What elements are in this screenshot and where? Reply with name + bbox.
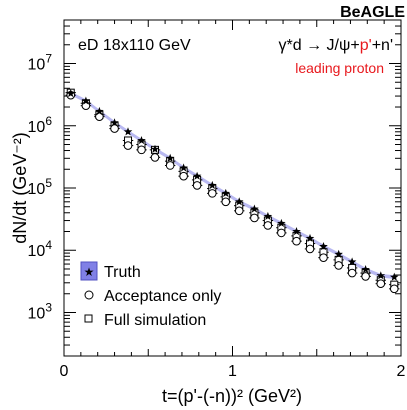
acceptance-point (123, 141, 133, 150)
acceptance-point (95, 112, 104, 121)
y-tick-label: 103 (28, 300, 53, 322)
y-tick-label: 105 (28, 176, 53, 198)
truth-point (192, 171, 202, 180)
truth-point (123, 127, 133, 136)
truth-point (319, 242, 328, 251)
acceptance-point (292, 236, 301, 246)
y-tick-base: 10 (28, 305, 46, 322)
x-axis: 0 1 2 (60, 20, 406, 380)
x-axis-title: t=(p'-(-n))² (GeV²) (162, 386, 302, 406)
truth-point (347, 257, 357, 266)
acceptance-point (277, 228, 286, 238)
truth-point (66, 89, 75, 98)
truth-point (361, 265, 370, 274)
y-tick-exponent: 3 (45, 300, 52, 314)
truth-point (390, 272, 399, 281)
x-tick-label: 2 (397, 363, 406, 380)
legend-truth-label: Truth (104, 264, 141, 281)
truth-point (334, 249, 343, 258)
truth-point (235, 197, 244, 206)
legend: ★ Truth Acceptance only Full simulation (80, 261, 221, 329)
y-tick-label: 107 (28, 52, 53, 74)
truth-point (292, 227, 301, 236)
truth-point (110, 118, 119, 127)
acceptance-point (361, 272, 370, 281)
truth-point (150, 144, 160, 153)
truth-point (95, 106, 104, 116)
acceptance-point (150, 153, 160, 162)
truth-point (165, 153, 175, 162)
process-label-highlight: p' (360, 37, 372, 54)
y-tick-exponent: 5 (45, 176, 52, 190)
y-axis-title: dN/dt (GeV⁻²) (10, 132, 30, 244)
truth-point (376, 271, 386, 280)
x-tick-label: 0 (60, 363, 69, 380)
acceptance-point (319, 253, 328, 262)
acceptance-point (234, 206, 244, 216)
truth-point (208, 180, 217, 190)
truth-band-area (70, 91, 395, 279)
data-markers (65, 88, 400, 294)
selection-label: leading proton (295, 60, 384, 76)
x-tick-label: 1 (228, 363, 237, 380)
acceptance-point (250, 213, 259, 223)
truth-point (250, 204, 259, 213)
acceptance-point (192, 181, 202, 190)
beam-energy-label: eD 18x110 GeV (78, 37, 191, 54)
legend-truth-swatch (80, 261, 98, 281)
truth-point (137, 136, 146, 145)
y-tick-exponent: 4 (45, 238, 52, 252)
acceptance-point (137, 145, 146, 155)
y-tick-base: 10 (28, 57, 46, 74)
acceptance-point (110, 124, 119, 133)
y-tick-base: 10 (28, 243, 46, 260)
process-label-after: +n' (372, 37, 393, 54)
truth-point (179, 163, 188, 172)
acceptance-point (305, 244, 315, 254)
acceptance-point (165, 161, 175, 170)
x-axis-label: t=(p'-(-n))² (GeV²) (162, 386, 302, 406)
y-tick-base: 10 (28, 181, 46, 198)
legend-acceptance-marker (84, 290, 94, 300)
legend-acceptance-label: Acceptance only (104, 288, 221, 305)
truth-point (305, 233, 315, 242)
truth-point (81, 96, 91, 105)
y-tick-label: 106 (28, 114, 53, 136)
y-tick-label: 104 (28, 238, 53, 260)
y-tick-base: 10 (28, 119, 46, 136)
acceptance-point (376, 279, 386, 289)
beagle-logo: BeAGLE (340, 4, 405, 21)
truth-point (221, 188, 230, 197)
truth-point (263, 211, 273, 220)
acceptance-point (221, 197, 231, 207)
truth-error-band (70, 91, 395, 279)
acceptance-point (263, 221, 273, 230)
legend-truth-marker: ★ (84, 265, 95, 279)
y-axis-label: dN/dt (GeV⁻²) (10, 132, 30, 244)
process-label: γ*d → J/ψ+p'+n' (279, 37, 393, 54)
y-tick-exponent: 7 (45, 52, 52, 66)
truth-point (277, 218, 286, 227)
process-label-before: γ*d → J/ψ+ (279, 37, 360, 54)
legend-fullsim-label: Full simulation (104, 312, 206, 329)
acceptance-point (207, 189, 217, 198)
y-tick-exponent: 6 (45, 114, 52, 128)
acceptance-point (179, 171, 188, 181)
acceptance-point (389, 284, 399, 294)
acceptance-point (81, 101, 91, 110)
acceptance-point (334, 261, 343, 270)
legend-fullsim-marker (84, 314, 93, 323)
acceptance-point (347, 268, 357, 278)
